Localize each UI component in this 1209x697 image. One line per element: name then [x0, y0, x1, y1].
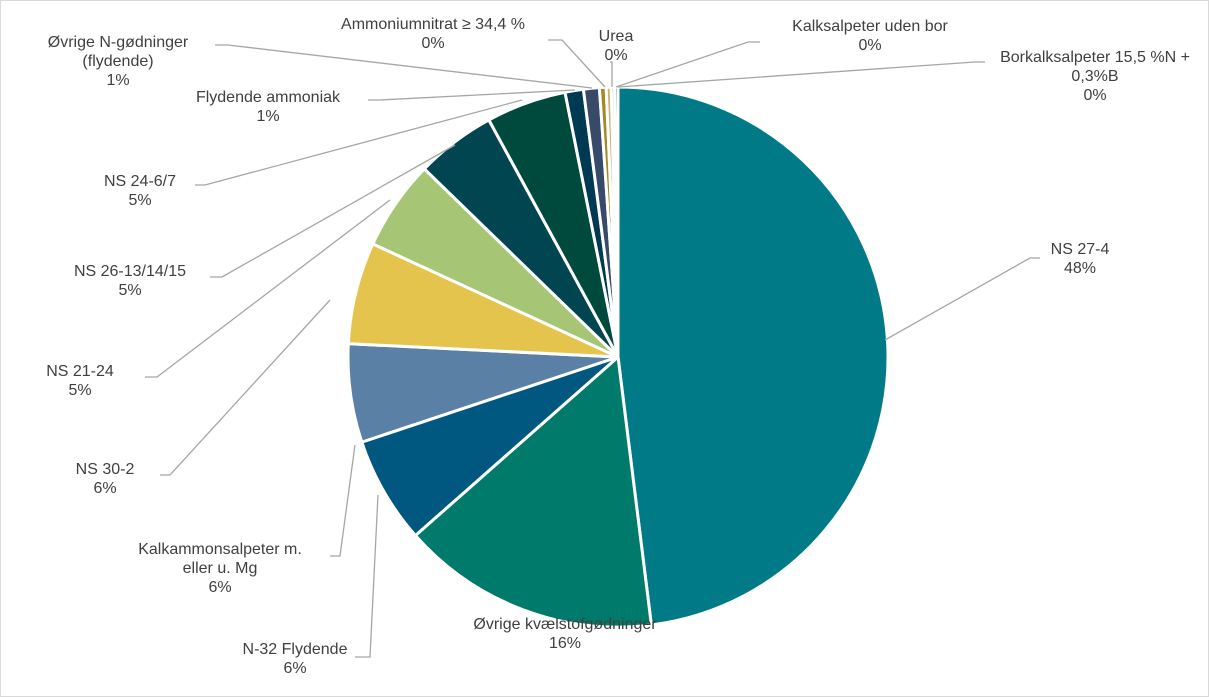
category-name: NS 30-2	[75, 461, 135, 478]
category-name: Kalkammonsalpeter m. eller u. Mg	[138, 541, 302, 577]
leader-line	[210, 144, 456, 278]
category-name: NS 24-6/7	[103, 173, 177, 190]
leader-line	[368, 89, 576, 101]
slice-label: Øvrige kvælstofgødninger 16%	[470, 615, 660, 653]
leader-line	[548, 39, 606, 88]
value-label: 5%	[128, 192, 152, 209]
category-name: NS 21-24	[46, 363, 114, 380]
pie-slice	[413, 353, 654, 629]
category-name: Borkalksalpeter 15,5 %N + 0,3%B	[1000, 49, 1190, 85]
slice-label: Borkalksalpeter 15,5 %N + 0,3%B 0%	[990, 48, 1200, 105]
slice-label: N-32 Flydende 6%	[225, 640, 365, 678]
slice-label: NS 21-24 5%	[25, 362, 135, 400]
slice-label: NS 30-2 6%	[55, 460, 155, 498]
slice-label: NS 27-4 48%	[1020, 240, 1140, 278]
value-label: 0%	[858, 37, 882, 54]
slice-label: Kalkammonsalpeter m. eller u. Mg 6%	[128, 540, 313, 597]
leader-line	[610, 61, 613, 87]
leader-line	[355, 494, 379, 658]
slice-label: Øvrige N-gødninger (flydende) 1%	[18, 33, 218, 90]
slice-label: Flydende ammoniak 1%	[168, 88, 368, 126]
leader-line	[160, 299, 331, 476]
slice-label: NS 26-13/14/15 5%	[50, 262, 210, 300]
value-label: 5%	[68, 382, 92, 399]
slice-label: Kalksalpeter uden bor 0%	[755, 17, 985, 55]
pie-slice	[616, 85, 890, 627]
value-label: 1%	[106, 72, 130, 89]
value-label: 6%	[283, 660, 307, 677]
slice-label: Urea 0%	[576, 27, 656, 65]
value-label: 0%	[604, 47, 628, 64]
category-name: Flydende ammoniak	[195, 89, 341, 106]
slice-label: Ammoniumnitrat ≥ 34,4 % 0%	[326, 15, 541, 53]
value-label: 48%	[1063, 260, 1097, 277]
value-label: 16%	[548, 635, 582, 652]
leader-line	[145, 199, 391, 378]
category-name: Urea	[598, 28, 634, 45]
leader-line	[615, 41, 760, 88]
category-name: Øvrige kvælstofgødninger	[473, 616, 657, 633]
value-label: 6%	[208, 579, 232, 596]
value-label: 1%	[256, 108, 280, 125]
leader-line	[884, 257, 1040, 341]
value-label: 6%	[93, 480, 117, 497]
slice-label: NS 24-6/7 5%	[85, 172, 195, 210]
category-name: Kalksalpeter uden bor	[792, 18, 948, 35]
leader-line	[215, 44, 593, 89]
category-name: NS 26-13/14/15	[73, 263, 187, 280]
leader-line	[195, 99, 523, 186]
category-name: Øvrige N-gødninger (flydende)	[47, 34, 189, 70]
value-label: 0%	[1083, 87, 1107, 104]
value-label: 5%	[118, 282, 142, 299]
leader-line	[330, 444, 356, 557]
value-label: 0%	[421, 35, 445, 52]
category-name: N-32 Flydende	[242, 641, 348, 658]
category-name: Ammoniumnitrat ≥ 34,4 %	[341, 16, 525, 33]
leader-line	[617, 61, 985, 88]
category-name: NS 27-4	[1050, 241, 1110, 258]
